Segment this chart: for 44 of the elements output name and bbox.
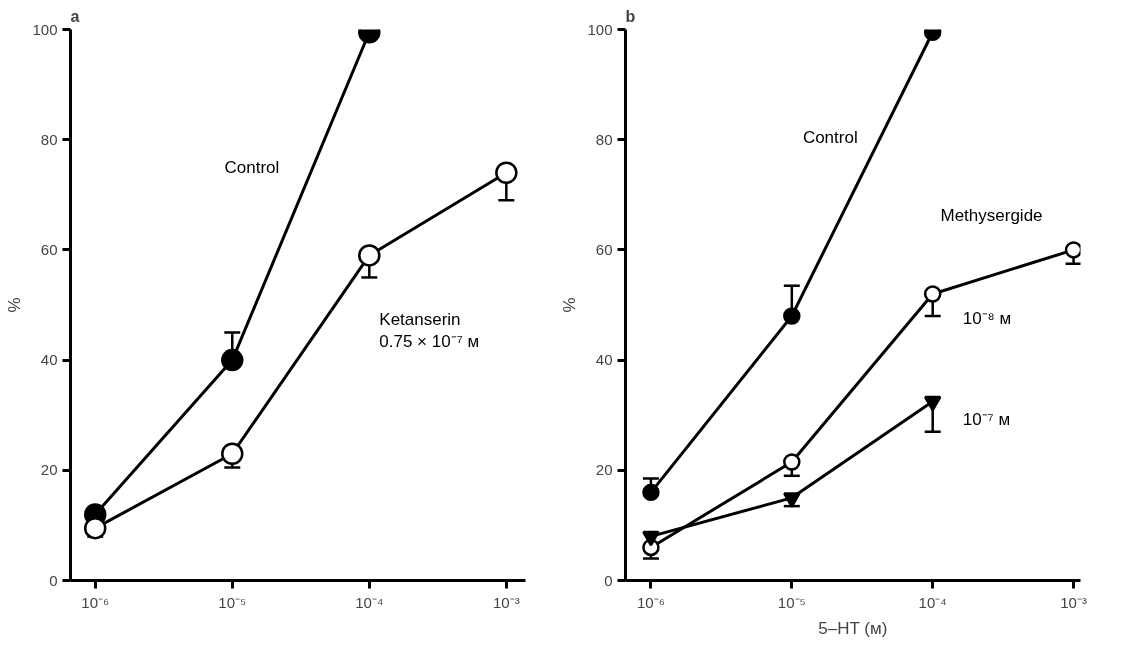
y-tick-label: 60 <box>40 240 58 258</box>
point <box>1064 241 1081 259</box>
y-tick-label: 20 <box>595 461 613 479</box>
y-tick-label: 0 <box>49 571 58 589</box>
x-tick-label: 10⁻⁵ <box>218 593 247 611</box>
point <box>358 244 381 267</box>
y-tick-label: 0 <box>604 571 613 589</box>
y-tick-label: 100 <box>32 20 58 38</box>
point <box>783 307 801 325</box>
y-tick-label: 20 <box>40 461 58 479</box>
y-axis-title: % <box>560 297 580 313</box>
chart-title: b <box>625 7 636 25</box>
point <box>642 530 660 547</box>
y-tick-label: 40 <box>595 351 613 369</box>
y-tick-label: 40 <box>40 351 58 369</box>
x-tick-label: 10⁻³ <box>492 593 520 611</box>
x-tick-label: 10⁻⁵ <box>777 593 806 611</box>
y-tick-label: 80 <box>595 130 613 148</box>
x-tick-label: 10⁻³ <box>1060 593 1087 611</box>
point <box>495 161 518 184</box>
point <box>83 516 107 540</box>
x-tick-label: 10⁻⁶ <box>81 593 110 611</box>
series-label: 10⁻⁷ м <box>962 409 1011 429</box>
series-label: 10⁻⁸ м <box>962 309 1012 329</box>
y-axis-title: % <box>5 297 25 313</box>
chart-title: a <box>70 7 80 25</box>
x-tick-label: 10⁻⁴ <box>918 593 947 611</box>
point <box>923 285 942 303</box>
point <box>642 483 660 502</box>
annotation: Methysergide <box>940 206 1043 225</box>
point <box>783 453 801 471</box>
y-tick-label: 100 <box>587 20 613 38</box>
point <box>783 492 801 508</box>
series-label: Control <box>224 157 280 177</box>
point <box>221 442 244 465</box>
x-tick-label: 10⁻⁴ <box>355 593 384 611</box>
x-tick-label: 10⁻⁶ <box>636 593 665 611</box>
y-tick-label: 80 <box>40 130 58 148</box>
y-tick-label: 60 <box>595 240 613 258</box>
text: Ketanserin 0.75 × 10⁻⁷ м <box>379 309 480 352</box>
series-label: Control <box>802 127 858 147</box>
x-axis-title: 5–HT (м) <box>818 618 888 638</box>
point <box>923 395 942 412</box>
point <box>221 348 244 372</box>
